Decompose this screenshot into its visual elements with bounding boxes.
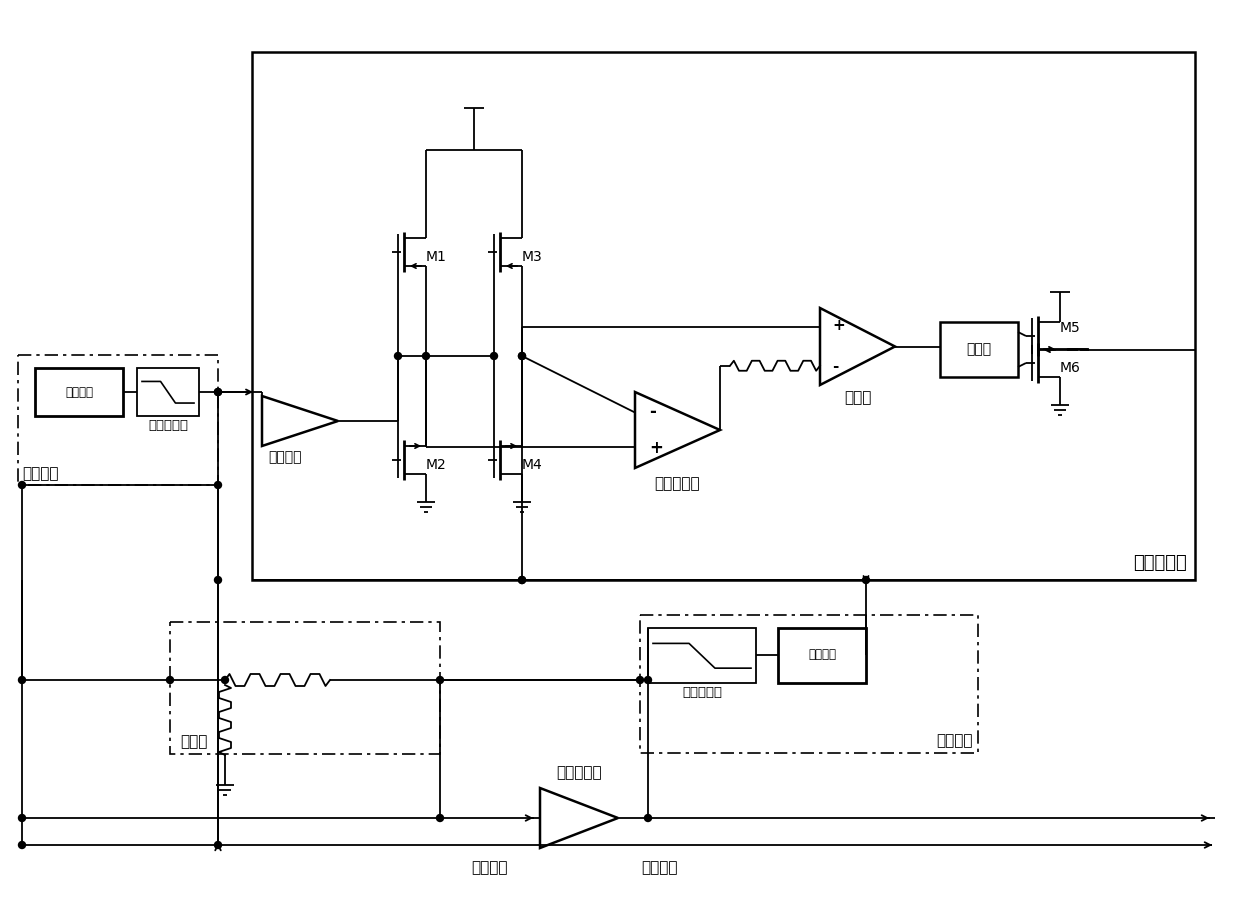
Text: 包络放大器: 包络放大器 [1133, 554, 1187, 572]
Bar [252, 52, 1195, 580]
Circle shape [491, 353, 497, 359]
Circle shape [19, 482, 26, 489]
Text: M3: M3 [522, 250, 543, 264]
Text: 低通滤波器: 低通滤波器 [682, 686, 722, 699]
Text: 衰减器: 衰减器 [180, 734, 207, 749]
Text: 驱动器: 驱动器 [966, 343, 992, 356]
Circle shape [215, 389, 222, 395]
Text: 功率放大器: 功率放大器 [557, 765, 601, 780]
Bar [777, 628, 866, 683]
Text: M6: M6 [1060, 361, 1081, 375]
Text: M1: M1 [427, 250, 446, 264]
Circle shape [215, 389, 222, 395]
Circle shape [518, 577, 526, 583]
Text: M5: M5 [1060, 321, 1081, 335]
Circle shape [215, 482, 222, 489]
Circle shape [19, 842, 26, 849]
Circle shape [215, 842, 222, 849]
Circle shape [436, 677, 444, 683]
Text: 包络检波: 包络检波 [936, 733, 973, 748]
Text: -: - [649, 403, 656, 421]
Bar [649, 628, 756, 683]
Circle shape [19, 814, 26, 822]
Circle shape [863, 577, 869, 583]
Bar [35, 368, 123, 416]
Bar [170, 622, 440, 754]
Text: 全波整流: 全波整流 [808, 649, 836, 662]
Circle shape [222, 677, 228, 683]
Circle shape [518, 353, 526, 359]
Text: 包络检波: 包络检波 [22, 466, 58, 481]
Text: M2: M2 [427, 458, 446, 472]
Circle shape [636, 677, 644, 683]
Circle shape [436, 814, 444, 822]
Circle shape [645, 814, 651, 822]
Bar [640, 615, 978, 753]
Text: 比较器: 比较器 [843, 390, 872, 405]
Text: +: + [649, 439, 663, 457]
Circle shape [215, 577, 222, 583]
Text: M4: M4 [522, 458, 543, 472]
Text: +: + [832, 319, 844, 334]
Text: 运算放大器: 运算放大器 [655, 476, 701, 491]
Bar [940, 322, 1018, 377]
Text: 射频输入: 射频输入 [471, 860, 508, 875]
Text: 低通滤波器: 低通滤波器 [148, 419, 188, 432]
Circle shape [518, 577, 526, 583]
Text: -: - [832, 359, 838, 374]
Circle shape [518, 353, 526, 359]
Circle shape [19, 677, 26, 683]
Bar [136, 368, 198, 416]
Text: 射频输出: 射频输出 [642, 860, 678, 875]
Circle shape [166, 677, 174, 683]
Text: 全波整流: 全波整流 [64, 385, 93, 399]
Circle shape [394, 353, 402, 359]
Bar [19, 355, 218, 485]
Circle shape [423, 353, 429, 359]
Circle shape [645, 677, 651, 683]
Text: 跨导单元: 跨导单元 [268, 450, 301, 464]
